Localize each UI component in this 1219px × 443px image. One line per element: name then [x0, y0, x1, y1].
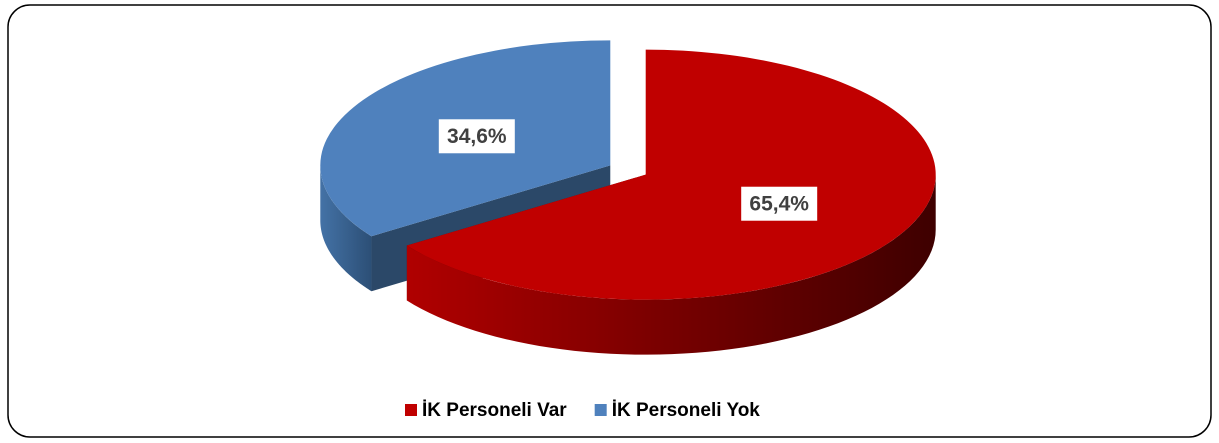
data-label-box — [741, 186, 818, 221]
slice-side — [320, 165, 372, 292]
slice — [406, 49, 936, 300]
legend-label: İK Personeli Yok — [612, 400, 761, 421]
data-label-box — [438, 119, 515, 154]
legend-label: İK Personeli Var — [422, 400, 567, 421]
data-label: 65,4% — [749, 192, 809, 215]
slice-side — [406, 174, 936, 355]
legend-swatch — [405, 404, 417, 416]
legend-swatch — [594, 404, 607, 416]
data-label: 34,6% — [447, 125, 507, 148]
